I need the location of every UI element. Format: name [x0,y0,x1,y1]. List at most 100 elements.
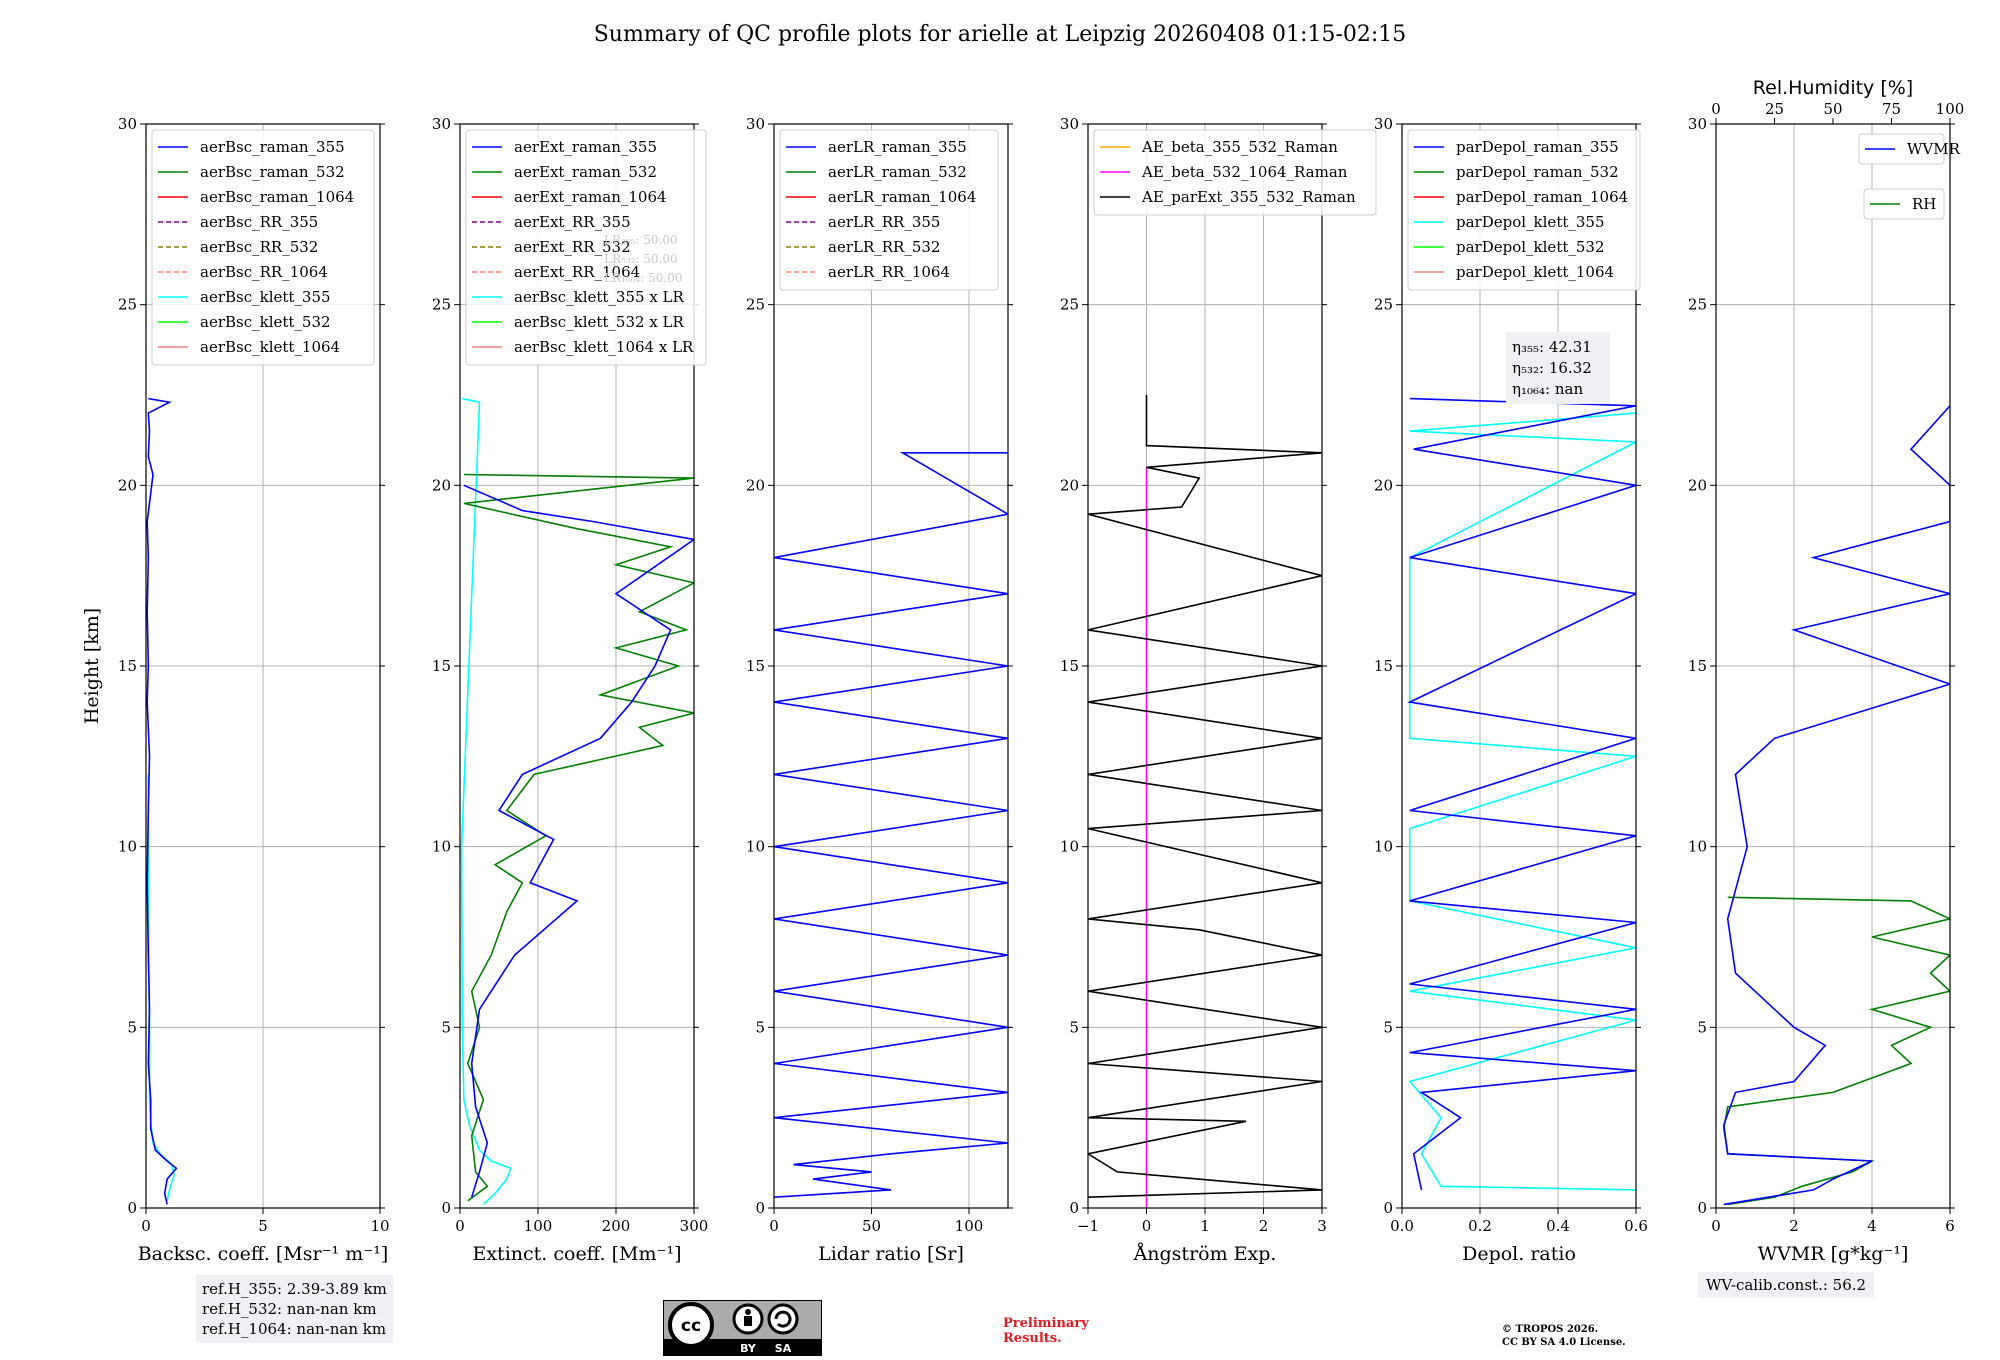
y-tick-label: 15 [1374,657,1393,675]
y-tick-label: 20 [1374,476,1393,494]
legend-box [1407,129,1641,291]
legend-label: aerBsc_klett_1064 [200,338,340,356]
y-tick-label: 10 [1374,838,1393,856]
y-tick-label: 20 [118,476,137,494]
y-tick-label: 5 [1069,1018,1079,1036]
x-tick-label: 100 [524,1217,553,1235]
legend-label: parDepol_klett_355 [1456,213,1605,231]
y-tick-label: 20 [432,476,451,494]
y-tick-label: 5 [441,1018,451,1036]
x-tick-label: 2 [1789,1217,1799,1235]
top-x-tick-label: 50 [1823,100,1842,118]
y-tick-label: 15 [118,657,137,675]
legend-label: aerBsc_klett_532 [200,313,331,331]
x-tick-label: 0.4 [1546,1217,1570,1235]
legend-box [1093,129,1377,216]
legend-label: aerExt_raman_355 [514,138,657,156]
wv-calibration-box: WV-calib.const.: 56.2 [1698,1272,1875,1298]
top-x-tick-label: 25 [1765,100,1784,118]
ref-height-532: ref.H_532: nan-nan km [202,1300,377,1318]
legend-label: aerExt_raman_1064 [514,188,667,206]
legend-box [465,129,707,366]
legend-label: WVMR [1907,140,1961,158]
x-axis-label: Depol. ratio [1462,1243,1576,1265]
legend-label: AE_parExt_355_532_Raman [1141,188,1356,206]
legend-label: aerLR_RR_355 [828,213,940,231]
x-axis-label: Extinct. coeff. [Mm⁻¹] [472,1243,681,1265]
legend-box [1858,133,1945,165]
copyright-line-1: © TROPOS 2026. [1502,1324,1599,1335]
svg-text:BY: BY [740,1342,757,1355]
cc-license-badge: cc BY SA [663,1300,822,1356]
y-tick-label: 0 [441,1199,451,1217]
x-axis-label: WVMR [g*kg⁻¹] [1758,1243,1909,1265]
x-tick-label: 0 [769,1217,779,1235]
panel-lidar_ratio: 0 50 100 0 5 10 15 20 25 30 Lidar ratio [Sr] aerLR_… [746,115,1013,1265]
x-tick-label: 2 [1259,1217,1269,1235]
legend-label: aerBsc_raman_1064 [200,188,354,206]
legend-label: aerBsc_raman_532 [200,163,345,181]
x-tick-label: 5 [258,1217,268,1235]
y-tick-label: 30 [1688,115,1707,133]
legend-label: aerBsc_klett_355 [200,288,331,306]
y-tick-label: 25 [746,296,765,314]
y-tick-label: 15 [432,657,451,675]
x-tick-label: 50 [862,1217,881,1235]
y-tick-label: 20 [1688,476,1707,494]
legend-label: aerBsc_raman_355 [200,138,345,156]
preliminary-line-2: Results. [1003,1331,1062,1346]
y-tick-label: 5 [1697,1018,1707,1036]
y-tick-label: 30 [1374,115,1393,133]
legend-box [779,129,999,291]
x-tick-label: 200 [602,1217,631,1235]
y-tick-label: 15 [746,657,765,675]
legend-label: aerLR_RR_1064 [828,263,950,281]
y-tick-label: 25 [1060,296,1079,314]
series-aerBsc_raman_355 [146,397,178,1205]
x-tick-label: 4 [1867,1217,1877,1235]
panel-water_vapor: 0 2 4 6 0 5 10 15 20 25 30 WVMR [g*kg⁻¹] 0 25 50 75 100 R… [1688,77,1964,1265]
legend-label: parDepol_raman_355 [1456,138,1619,156]
series-aerBsc_klett_355 x LR [460,397,512,1205]
copyright-notice: © TROPOS 2026. CC BY SA 4.0 License. [1502,1323,1626,1349]
legend-label: parDepol_klett_532 [1456,238,1605,256]
series-aerExt_raman_355 [463,484,694,1198]
series-aerLR_raman_355 [774,451,1008,1198]
panel-backscatter: 0 5 10 0 5 10 15 20 25 30 Backsc. coeff. [Msr⁻¹ m⁻… [81,115,390,1265]
annotation-text: LR₃₅₅: 50.00 [604,233,678,247]
y-tick-label: 30 [746,115,765,133]
y-tick-label: 10 [1688,838,1707,856]
y-tick-label: 15 [1688,657,1707,675]
preliminary-line-1: Preliminary [1003,1316,1089,1331]
legend-box [1863,188,1945,220]
legend-label: aerBsc_klett_355 x LR [514,288,685,306]
copyright-line-2: CC BY SA 4.0 License. [1502,1337,1626,1348]
y-tick-label: 5 [1383,1018,1393,1036]
x-tick-label: 0.0 [1390,1217,1414,1235]
y-tick-label: 5 [755,1018,765,1036]
legend-label: aerExt_raman_532 [514,163,657,181]
y-tick-label: 10 [1060,838,1079,856]
series-WVMR [1722,405,1950,1206]
y-tick-label: 30 [1060,115,1079,133]
x-axis-label: Lidar ratio [Sr] [818,1243,964,1265]
y-tick-label: 25 [118,296,137,314]
top-x-axis-label: Rel.Humidity [%] [1753,77,1913,99]
preliminary-notice: Preliminary Results. [1003,1316,1089,1346]
share-alike-icon [767,1303,799,1335]
x-tick-label: 100 [955,1217,984,1235]
x-tick-label: 0 [1711,1217,1721,1235]
legend-box [151,129,375,366]
legend-label: aerLR_RR_532 [828,238,940,256]
y-tick-label: 15 [1060,657,1079,675]
cc-icon [668,1302,714,1348]
x-tick-label: 0 [455,1217,465,1235]
panel-extinction: 0 100 200 300 0 5 10 15 20 25 30 Extinct. coeff. [M… [432,115,708,1265]
y-tick-label: 25 [1688,296,1707,314]
x-tick-label: 0 [141,1217,151,1235]
x-axis-label: Ångström Exp. [1133,1243,1277,1265]
y-tick-label: 25 [1374,296,1393,314]
y-tick-label: 30 [432,115,451,133]
